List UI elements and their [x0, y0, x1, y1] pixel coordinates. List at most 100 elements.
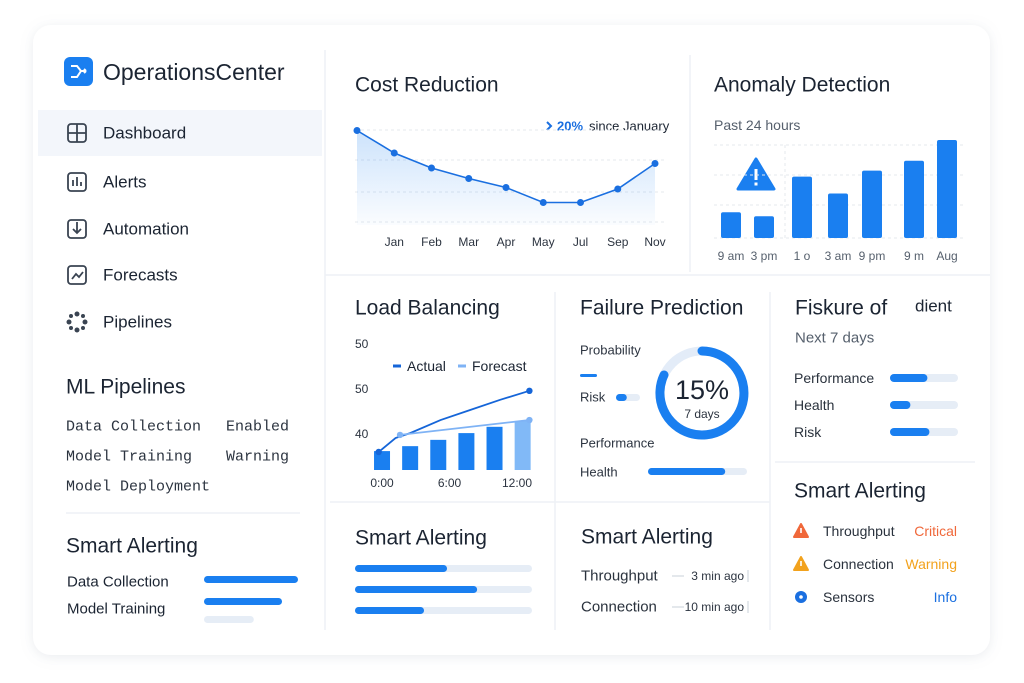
y-tick-label: 50	[355, 382, 369, 396]
panel-title: Cost Reduction	[355, 74, 499, 97]
x-tick-label: 3 pm	[751, 249, 778, 263]
alert-time: 3 min ago	[691, 569, 744, 583]
x-tick-label: 9 pm	[859, 249, 886, 263]
x-tick-label: 0:00	[370, 476, 394, 490]
metric-label: Performance	[794, 370, 874, 386]
bar	[904, 160, 924, 238]
panel-title: Load Balancing	[355, 297, 500, 320]
metric-label: Health	[794, 397, 834, 413]
panel-title-suffix: dient	[915, 297, 952, 316]
bar	[721, 212, 741, 238]
panel-title: Fiskure of	[795, 297, 887, 320]
annotation-chevron	[546, 121, 553, 131]
pipeline-status: Warning	[226, 449, 289, 466]
alert-status: Info	[934, 589, 958, 605]
progress-bar	[204, 576, 298, 583]
donut-label: 15%	[675, 375, 729, 405]
bar	[374, 451, 391, 470]
x-tick-label: 9 m	[904, 249, 924, 263]
alert-label: Connection	[581, 599, 657, 616]
line-point	[428, 164, 435, 172]
section-title: Smart Alerting	[66, 535, 198, 558]
line-point	[465, 175, 473, 182]
panel-title: Anomaly Detection	[714, 74, 890, 97]
bar	[792, 176, 812, 238]
series-point	[375, 448, 382, 456]
x-tick-label: Nov	[644, 235, 665, 249]
series-point	[526, 387, 533, 394]
metric-label: Risk	[580, 390, 606, 405]
nav-icons	[66, 123, 88, 333]
panel-subtitle: Past 24 hours	[714, 117, 800, 133]
panel-title: Smart Alerting	[794, 480, 926, 503]
bar	[937, 139, 957, 238]
x-tick-label: 12:00	[502, 476, 532, 490]
metric-label: Performance	[580, 436, 654, 451]
nav-item[interactable]: Dashboard	[103, 124, 186, 143]
pipeline-name: Model Deployment	[66, 479, 210, 496]
progress-bar	[204, 616, 254, 623]
x-tick-label: Feb	[421, 235, 442, 249]
status-icon-mark	[800, 561, 802, 566]
bar	[430, 439, 447, 470]
panel-title: Failure Prediction	[580, 297, 743, 320]
annotation-text: since January	[589, 119, 670, 134]
x-tick-label: Apr	[497, 235, 516, 249]
nav-item[interactable]: Forecasts	[103, 266, 178, 285]
line-point	[353, 127, 361, 134]
status-icon-mark	[800, 528, 802, 533]
progress-bar	[890, 401, 911, 409]
series-line	[378, 389, 530, 453]
status-icon-mark	[799, 595, 803, 599]
bar	[514, 420, 531, 470]
progress-bar	[648, 468, 726, 475]
alert-label: Throughput	[823, 523, 895, 539]
pipeline-name: Model Training	[66, 449, 192, 466]
bar	[458, 433, 475, 470]
legend-label: Actual	[407, 358, 446, 374]
alert-time: 10 min ago	[685, 600, 745, 614]
x-tick-label: Jan	[385, 235, 404, 249]
brand-glyph	[71, 65, 87, 78]
alert-label: Connection	[823, 556, 894, 572]
legend-label: Forecast	[472, 358, 527, 374]
line-point	[577, 199, 584, 206]
line-point	[502, 184, 510, 191]
nav-item[interactable]: Alerts	[103, 173, 146, 192]
progress-bar	[355, 607, 425, 614]
donut-ring	[655, 346, 749, 440]
series-point	[526, 416, 533, 424]
alert-status: Critical	[914, 523, 957, 539]
panel-title: Smart Alerting	[581, 526, 713, 549]
pipeline-status: Enabled	[226, 419, 289, 436]
progress-bar	[890, 428, 930, 436]
x-tick-label: Jul	[573, 235, 588, 249]
progress-bar	[890, 374, 928, 382]
y-tick-label: 50	[355, 337, 369, 351]
x-tick-label: Mar	[458, 235, 479, 249]
brand-icon	[64, 57, 93, 86]
series-point	[396, 431, 404, 439]
nav-item[interactable]: Pipelines	[103, 313, 172, 332]
metric-label: Probability	[580, 343, 641, 358]
section-title: ML Pipelines	[66, 376, 185, 399]
line-point	[539, 199, 547, 206]
pipeline-name: Data Collection	[66, 419, 201, 436]
alert-label: Throughput	[581, 568, 659, 585]
alert-label: Data Collection	[67, 574, 169, 591]
x-tick-label: 9 am	[718, 249, 745, 263]
dividers	[66, 50, 990, 630]
x-tick-label: May	[532, 235, 555, 249]
panel-subtitle: Next 7 days	[795, 330, 874, 347]
annotation-value: 20%	[557, 119, 583, 134]
progress-bar	[355, 565, 448, 572]
progress-bar	[355, 586, 478, 593]
line-point	[390, 149, 398, 157]
alert-label: Sensors	[823, 589, 874, 605]
y-tick-label: 40	[355, 427, 369, 441]
bar	[828, 193, 848, 238]
nav-item[interactable]: Automation	[103, 220, 189, 239]
line-point	[614, 185, 622, 193]
